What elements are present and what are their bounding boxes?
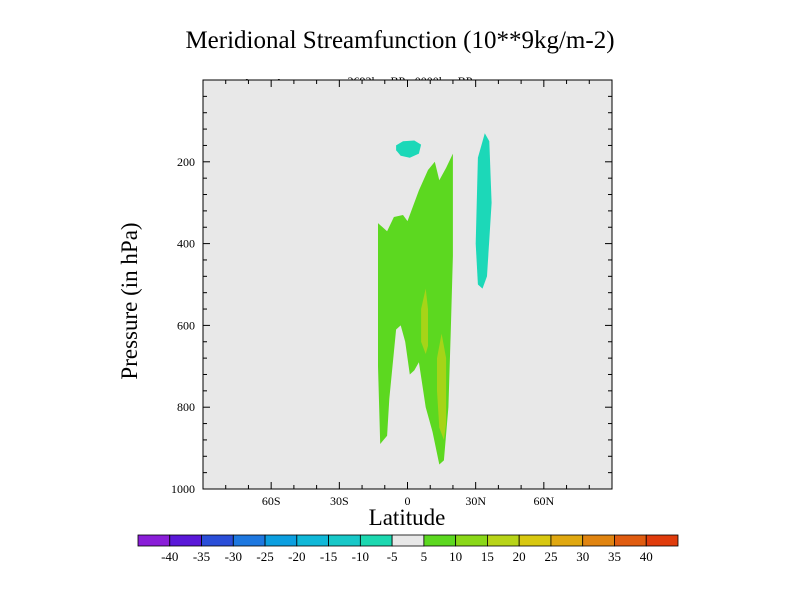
y-tick-label: 400 bbox=[177, 237, 195, 251]
contour-region-0 bbox=[378, 153, 453, 465]
x-tick-label: 60S bbox=[262, 494, 281, 508]
x-tick-label: 0 bbox=[405, 494, 411, 508]
chart-title: Meridional Streamfunction (10**9kg/m-2) bbox=[185, 27, 615, 54]
x-tick-label: 30N bbox=[465, 494, 486, 508]
contour-region-4 bbox=[475, 133, 492, 289]
y-tick-label: 600 bbox=[177, 318, 195, 332]
contour-region-1 bbox=[421, 288, 428, 354]
y-tick-label: 800 bbox=[177, 400, 195, 414]
contour-region-3 bbox=[396, 140, 422, 158]
x-axis-label: Latitude bbox=[368, 505, 446, 530]
y-tick-label: 1000 bbox=[171, 482, 195, 496]
y-tick-label: 200 bbox=[177, 155, 195, 169]
y-axis-label: Pressure (in hPa) bbox=[117, 222, 142, 380]
x-tick-label: 30S bbox=[330, 494, 349, 508]
x-tick-label: 60N bbox=[533, 494, 554, 508]
contour-region-2 bbox=[437, 333, 447, 440]
